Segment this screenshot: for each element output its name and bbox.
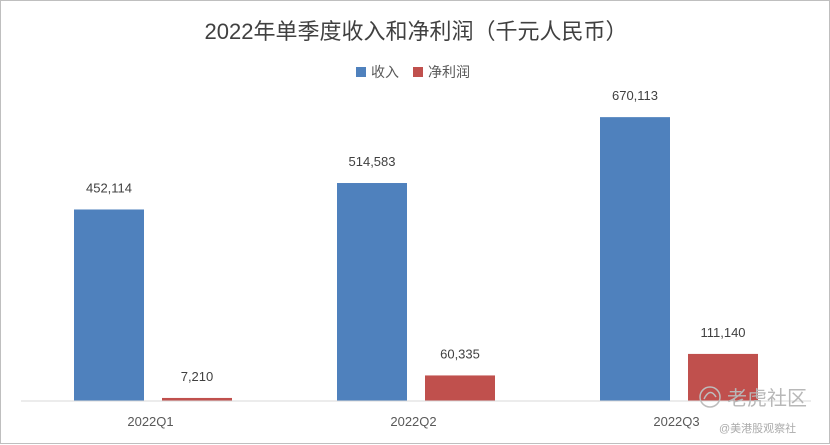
bar-net-profit-2022Q2: [425, 375, 495, 401]
category-label-2022Q2: 2022Q2: [390, 414, 436, 429]
legend-swatch-net-profit: [413, 67, 423, 77]
legend: 收入 净利润: [356, 64, 470, 80]
bars-layer: [74, 117, 758, 401]
bar-net-profit-2022Q1: [162, 397, 232, 401]
legend-label-revenue: 收入: [371, 64, 399, 80]
data-label-revenue-2022Q1: 452,114: [86, 180, 132, 195]
data-label-net-profit-2022Q1: 7,210: [181, 369, 214, 384]
legend-label-net-profit: 净利润: [428, 64, 470, 80]
bar-net-profit-2022Q3: [688, 353, 758, 401]
chart-title: 2022年单季度收入和净利润（千元人民币）: [205, 19, 628, 44]
data-label-revenue-2022Q3: 670,113: [612, 88, 658, 103]
category-label-2022Q3: 2022Q3: [653, 414, 699, 429]
watermark-brand: 老虎社区: [727, 387, 807, 410]
watermark-account: @美港股观察社: [719, 421, 796, 435]
category-label-2022Q1: 2022Q1: [127, 414, 173, 429]
legend-swatch-revenue: [356, 67, 366, 77]
data-label-revenue-2022Q2: 514,583: [349, 154, 396, 169]
bar-revenue-2022Q2: [337, 183, 407, 401]
tiger-logo-icon: [699, 386, 721, 408]
bar-revenue-2022Q3: [600, 117, 670, 401]
bar-revenue-2022Q1: [74, 209, 144, 401]
data-labels-layer: 452,114 7,210 514,583 60,335 670,113 111,140: [86, 88, 746, 384]
category-labels-layer: 2022Q1 2022Q2 2022Q3: [127, 414, 699, 429]
data-label-net-profit-2022Q2: 60,335: [440, 346, 480, 361]
data-label-net-profit-2022Q3: 111,140: [700, 325, 745, 340]
watermark: 老虎社区 @美港股观察社: [699, 386, 807, 435]
